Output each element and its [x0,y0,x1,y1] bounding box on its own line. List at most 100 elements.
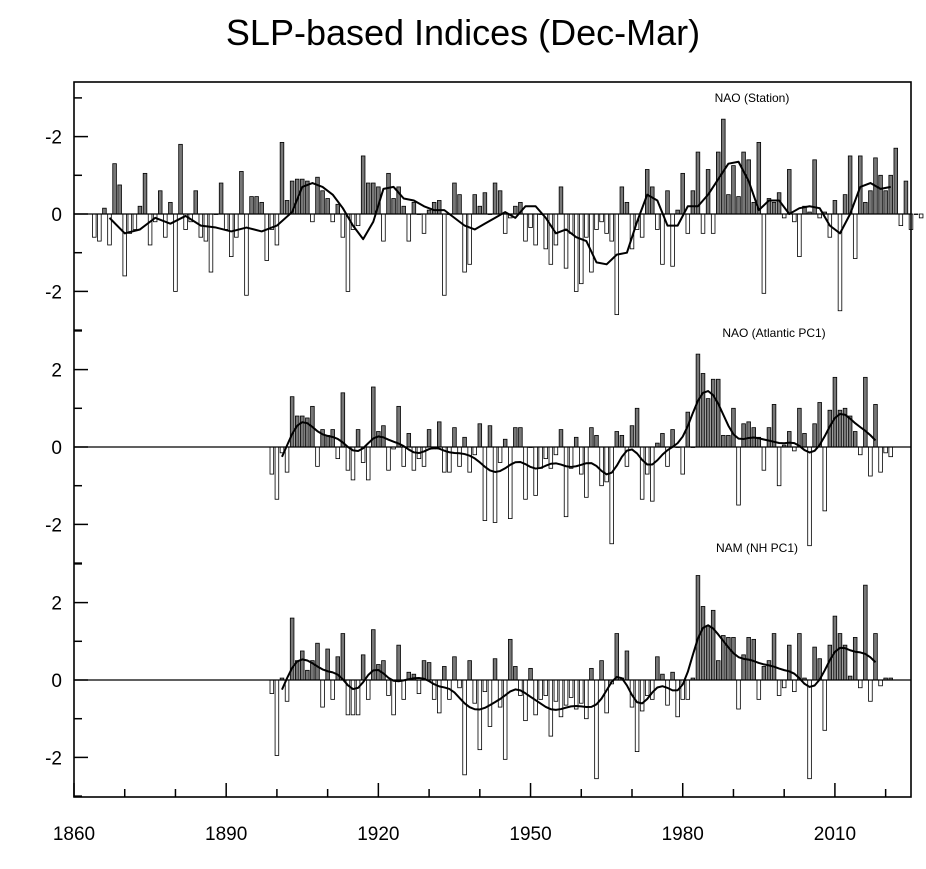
bar-3-1910 [325,648,330,681]
bar-3-1945 [502,679,508,760]
bar-2-1996 [761,446,767,471]
bar-1-1889 [218,182,224,215]
bar-2-1908 [315,446,320,467]
bar-3-1986 [710,609,716,681]
bar-2-2007 [817,402,822,448]
bar-1-1980 [680,172,685,215]
bar-2-1918 [365,446,371,481]
bar-3-1899 [269,679,275,694]
bar-1-1976 [660,213,665,265]
bar-1-1866 [102,207,107,215]
bar-1-1917 [360,155,366,215]
bar-2-2005 [807,446,812,547]
bar-1-1875 [147,213,153,246]
bar-1-1919 [371,182,376,215]
bar-1-1902 [284,200,290,215]
bar-2-2021 [888,446,893,458]
bar-3-1924 [396,644,401,681]
bar-1-1961 [584,213,589,238]
bar-3-2017 [868,679,873,702]
bar-2-1968 [619,434,625,448]
bar-2-2014 [852,431,858,448]
bar-1-1954 [548,213,554,265]
bar-1-1865 [97,213,102,242]
xtick-label-1890: 1890 [205,824,247,845]
bar-1-1956 [558,186,564,215]
bar-2-1990 [731,407,736,448]
bar-3-1990 [731,637,736,681]
bar-2-1938 [467,446,472,473]
bar-1-1918 [365,182,371,215]
bar-1-1925 [401,205,406,215]
bar-1-1955 [553,213,559,246]
ytick-label-panel-3: 0 [51,671,62,692]
bar-1-1964 [599,213,604,223]
bar-1-1869 [117,184,122,215]
bar-2-2003 [797,407,802,448]
bar-2-1904 [294,415,300,448]
bar-3-1906 [305,669,310,681]
bar-2-1955 [553,446,559,456]
bar-2-1949 [523,446,528,500]
ytick-label-panel-2: 0 [51,438,62,459]
bar-2-2001 [787,431,792,448]
bar-3-1941 [482,679,488,693]
bar-3-1911 [330,679,335,700]
bar-3-1975 [655,656,660,681]
bar-3-1951 [533,679,538,716]
bar-1-1935 [452,182,457,215]
bar-3-2019 [878,679,883,687]
bar-2-2006 [812,423,817,448]
bar-1-1944 [497,190,503,215]
bar-2-1962 [589,427,594,448]
axes-layer [73,81,912,798]
bar-2-1944 [497,446,503,463]
bar-1-1932 [437,200,442,215]
bar-1-1905 [300,178,305,215]
bar-3-1959 [573,679,579,710]
bar-2-1951 [533,446,538,496]
bar-2-1936 [457,446,462,467]
bar-3-1989 [726,637,731,681]
bar-2-1952 [538,446,543,469]
bar-1-2012 [842,194,848,215]
bar-3-1952 [538,679,543,700]
bar-1-1959 [573,213,579,292]
bar-1-2017 [868,190,873,215]
bar-3-1979 [675,679,680,718]
bar-1-1874 [142,172,148,215]
bar-3-1972 [639,679,645,712]
bar-2-1985 [705,398,711,448]
bar-3-2008 [822,679,827,731]
ytick-label-panel-3: -2 [45,748,62,769]
bar-2-1942 [487,425,493,448]
bar-3-1965 [604,679,609,714]
bar-1-1978 [670,213,675,267]
bar-3-1958 [568,679,574,698]
panel-label-3: NAM (NH PC1) [716,541,798,555]
bar-1-1923 [391,198,396,215]
bar-2-1970 [629,425,635,448]
bar-3-1908 [315,642,320,681]
bar-2-1905 [300,415,305,448]
bar-3-1936 [457,679,462,689]
bar-2-1913 [340,392,346,448]
bar-1-1900 [274,213,280,246]
xtick-label-1980: 1980 [662,824,704,845]
bar-3-1937 [462,679,467,776]
bar-3-2001 [787,644,792,681]
bar-1-1968 [619,186,625,215]
bar-3-1978 [670,671,675,681]
bar-1-1877 [158,190,163,215]
bar-1-2011 [837,213,843,312]
bar-2-1899 [269,446,275,475]
bar-1-1951 [533,213,538,246]
bar-1-1892 [234,213,239,238]
bar-2-1914 [345,446,351,471]
bar-1-1995 [756,141,762,215]
bar-1-2023 [898,213,904,227]
bar-1-1878 [163,213,168,238]
bar-2-1986 [710,378,716,448]
bar-3-1920 [376,664,381,681]
bar-1-1975 [655,213,660,230]
